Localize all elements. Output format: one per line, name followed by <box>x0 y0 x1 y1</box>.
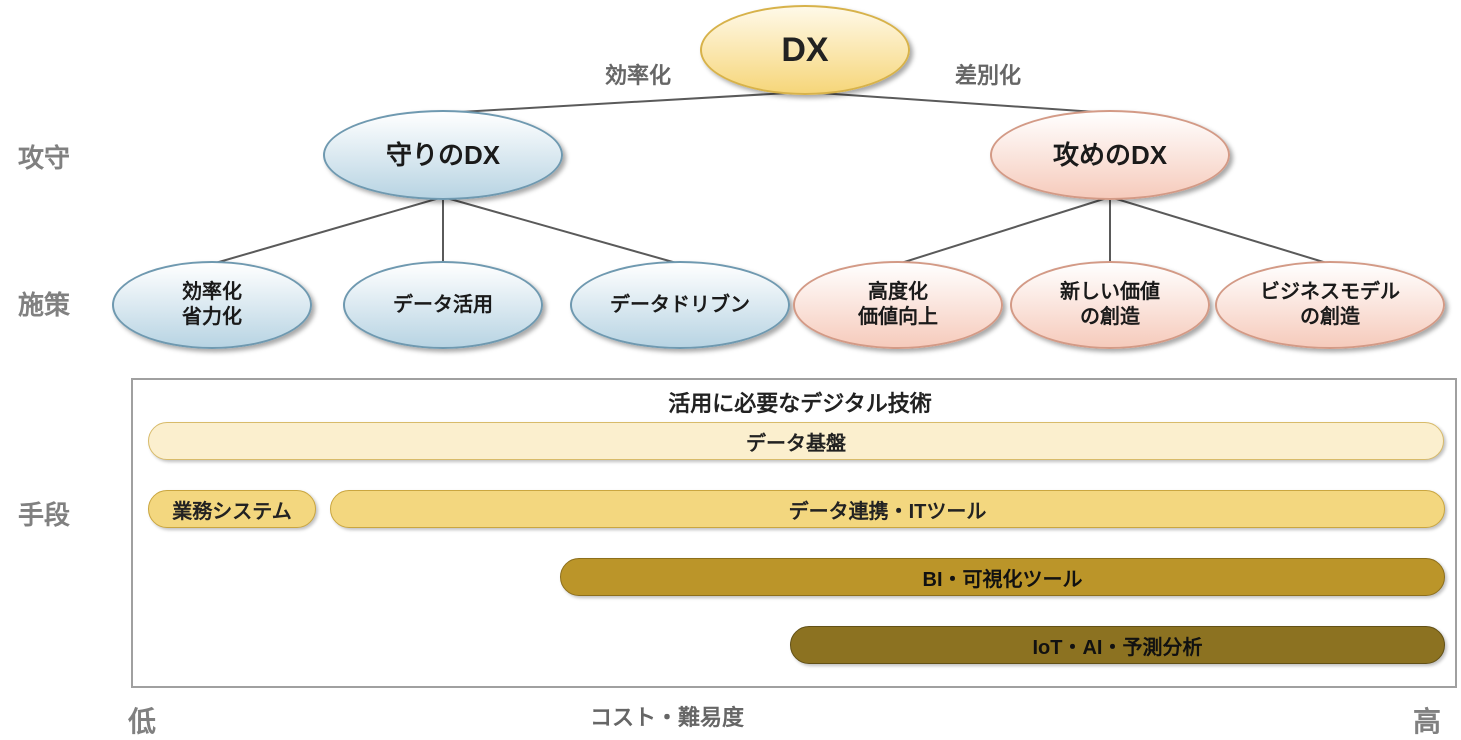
tech-bar-bi_tools: BI・可視化ツール <box>560 558 1445 596</box>
tech-bar-iot_ai-label: IoT・AI・予測分析 <box>1033 631 1203 660</box>
node-defense: 守りのDX <box>323 110 563 200</box>
axis-low-label: 低 <box>128 700 156 740</box>
node-advanced-label: 高度化 価値向上 <box>858 280 938 330</box>
node-data_use: データ活用 <box>343 261 543 349</box>
node-offense: 攻めのDX <box>990 110 1230 200</box>
node-dx-root: DX <box>700 5 910 95</box>
tech-bar-it_tools-label: データ連携・ITツール <box>789 495 987 524</box>
node-defense-label: 守りのDX <box>386 139 500 172</box>
node-offense-label: 攻めのDX <box>1053 139 1167 172</box>
edge-label-differentiation: 差別化 <box>955 58 1021 90</box>
node-biz_model: ビジネスモデル の創造 <box>1215 261 1445 349</box>
node-new_value-label: 新しい価値 の創造 <box>1060 280 1160 330</box>
node-data_use-label: データ活用 <box>393 293 493 318</box>
tech-bar-data_platform: データ基盤 <box>148 422 1444 460</box>
node-efficiency-label: 効率化 省力化 <box>182 280 242 330</box>
row-label-means: 手段 <box>18 495 70 532</box>
node-data_driven: データドリブン <box>570 261 790 349</box>
tech-bar-data_platform-label: データ基盤 <box>746 427 846 456</box>
node-advanced: 高度化 価値向上 <box>793 261 1003 349</box>
tech-bar-biz_system-label: 業務システム <box>172 495 291 524</box>
node-data_driven-label: データドリブン <box>610 293 750 318</box>
axis-cost-difficulty-label: コスト・難易度 <box>590 700 744 732</box>
edge-label-efficiency: 効率化 <box>605 58 671 90</box>
node-dx-root-label: DX <box>781 29 828 72</box>
axis-high-label: 高 <box>1413 700 1441 740</box>
node-new_value: 新しい価値 の創造 <box>1010 261 1210 349</box>
tech-panel-title: 活用に必要なデジタル技術 <box>525 386 1075 418</box>
tech-bar-it_tools: データ連携・ITツール <box>330 490 1445 528</box>
row-label-attack-defense: 攻守 <box>18 138 70 175</box>
row-label-measures: 施策 <box>18 285 70 322</box>
tech-bar-bi_tools-label: BI・可視化ツール <box>923 563 1083 592</box>
node-efficiency: 効率化 省力化 <box>112 261 312 349</box>
node-biz_model-label: ビジネスモデル の創造 <box>1260 280 1400 330</box>
tech-bar-biz_system: 業務システム <box>148 490 316 528</box>
tech-bar-iot_ai: IoT・AI・予測分析 <box>790 626 1445 664</box>
